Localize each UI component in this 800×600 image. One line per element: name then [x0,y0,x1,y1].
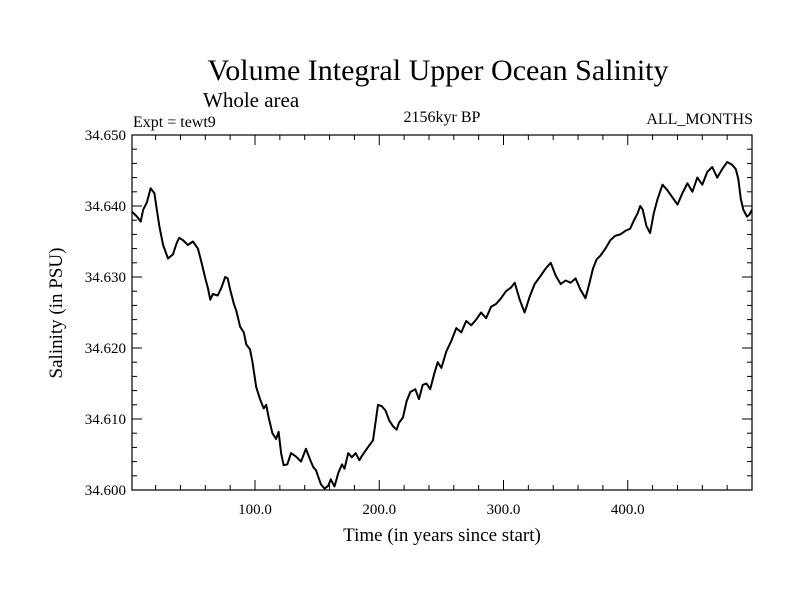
x-tick-label: 400.0 [611,502,645,518]
y-tick-label: 34.610 [85,412,126,428]
salinity-series-line [131,161,753,490]
y-tick-label: 34.640 [85,199,126,215]
plot-frame [131,134,753,491]
chart-subtitle: Whole area [203,88,300,112]
period-label: 2156kyr BP [404,109,481,126]
x-tick-label: 100.0 [238,502,272,518]
x-axis-label: Time (in years since start) [343,525,541,546]
x-tick-label: 300.0 [487,502,521,518]
months-label: ALL_MONTHS [646,111,753,128]
axis-tick-labels: 100.0 200.0 300.0 400.0 34.600 34.610 34.620 34… [85,128,645,518]
axis-ticks [132,134,752,491]
y-tick-label: 34.600 [85,483,126,499]
chart-title: Volume Integral Upper Ocean Salinity [208,54,669,87]
y-axis-label: Salinity (in PSU) [46,248,67,379]
experiment-label: Expt = tewt9 [133,114,216,131]
x-tick-label: 200.0 [362,502,396,518]
y-tick-label: 34.650 [85,128,126,144]
y-tick-label: 34.630 [85,270,126,286]
y-tick-label: 34.620 [85,341,126,357]
